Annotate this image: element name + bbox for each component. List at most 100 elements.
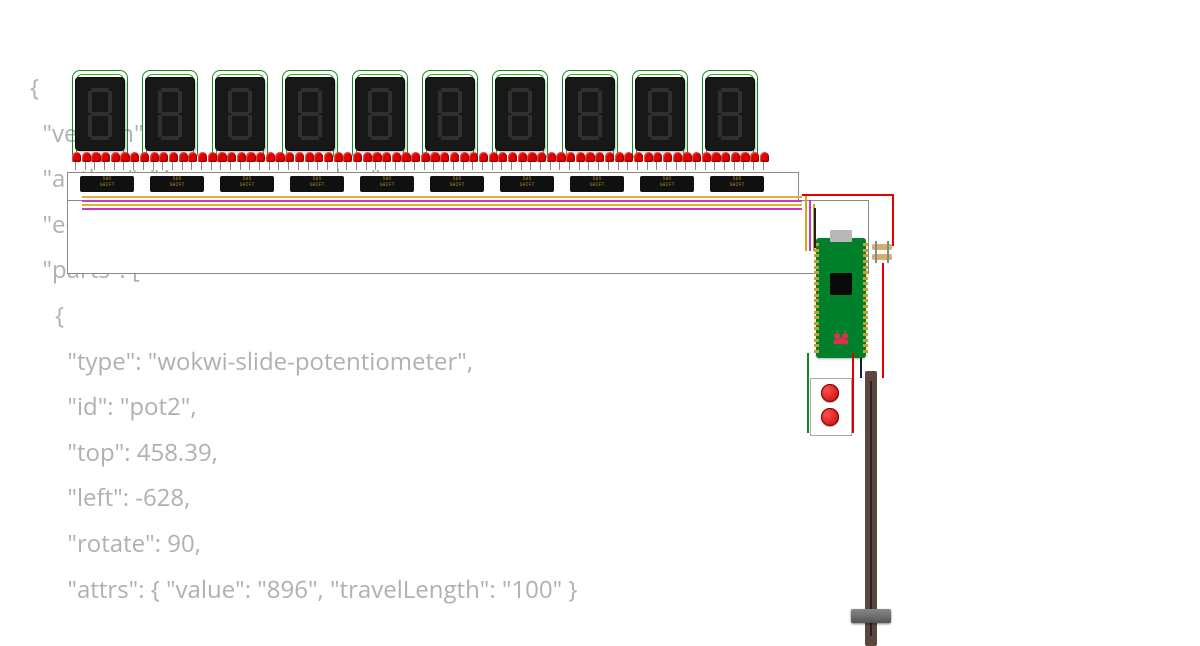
led-icon: [285, 152, 294, 162]
button-2[interactable]: [821, 408, 839, 426]
led-icon: [479, 152, 488, 162]
led-icon: [111, 152, 120, 162]
bus-wire: [82, 200, 802, 202]
led-icon: [673, 152, 682, 162]
led-icon: [353, 152, 362, 162]
led-icon: [392, 152, 401, 162]
led-icon: [372, 152, 381, 162]
led-icon: [450, 152, 459, 162]
led-icon: [150, 152, 159, 162]
shift-register-ic: 595SHIFT: [710, 176, 764, 192]
shift-register-ic: 595SHIFT: [500, 176, 554, 192]
led-icon: [430, 152, 439, 162]
led-icon: [498, 152, 507, 162]
led-icon: [556, 152, 565, 162]
led-icon: [760, 152, 769, 162]
led-icon: [624, 152, 633, 162]
led-icon: [702, 152, 711, 162]
led-icon: [256, 152, 265, 162]
vcc-wire-h: [802, 194, 894, 196]
button-wire: [807, 353, 811, 433]
led-icon: [401, 152, 410, 162]
led-icon: [663, 152, 672, 162]
led-icon: [411, 152, 420, 162]
led-icon: [237, 152, 246, 162]
led-icon: [421, 152, 430, 162]
raspberry-logo-icon: [831, 330, 851, 348]
led-icon: [721, 152, 730, 162]
led-icon: [227, 152, 236, 162]
bus-wire: [82, 196, 802, 198]
led-icon: [605, 152, 614, 162]
pico-pins-left: [814, 243, 819, 353]
led-icon: [537, 152, 546, 162]
slider-track: [870, 381, 872, 636]
led-icon: [527, 152, 536, 162]
led-icon: [566, 152, 575, 162]
led-icon: [334, 152, 343, 162]
led-icon: [489, 152, 498, 162]
led-icon: [314, 152, 323, 162]
led-icon: [731, 152, 740, 162]
led-icon: [266, 152, 275, 162]
led-icon: [615, 152, 624, 162]
button-1[interactable]: [821, 384, 839, 402]
led-icon: [634, 152, 643, 162]
led-icon: [644, 152, 653, 162]
pico-pins-right: [863, 243, 868, 353]
led-icon: [460, 152, 469, 162]
slide-potentiometer[interactable]: [865, 371, 877, 646]
led-icon: [140, 152, 149, 162]
led-icon: [159, 152, 168, 162]
shift-register-ic: 595SHIFT: [290, 176, 344, 192]
gnd-wire: [814, 208, 818, 248]
led-icon: [343, 152, 352, 162]
slider-knob[interactable]: [851, 609, 891, 623]
led-icon: [711, 152, 720, 162]
led-icon: [469, 152, 478, 162]
shift-register-ic: 595SHIFT: [640, 176, 694, 192]
led-icon: [208, 152, 217, 162]
led-icon: [547, 152, 556, 162]
led-icon: [692, 152, 701, 162]
pot-vcc-wire: [882, 263, 886, 378]
led-legs: [75, 162, 773, 170]
led-icon: [653, 152, 662, 162]
led-icon: [576, 152, 585, 162]
led-icon: [188, 152, 197, 162]
led-icon: [440, 152, 449, 162]
led-icon: [120, 152, 129, 162]
vcc-wire: [892, 196, 896, 246]
shift-register-ic: 595SHIFT: [570, 176, 624, 192]
raspberry-pi-pico: [816, 238, 866, 358]
led-icon: [72, 152, 81, 162]
led-bar: [72, 152, 770, 162]
led-icon: [382, 152, 391, 162]
led-icon: [295, 152, 304, 162]
shift-register-ic: 595SHIFT: [80, 176, 134, 192]
led-icon: [169, 152, 178, 162]
led-icon: [275, 152, 284, 162]
led-icon: [82, 152, 91, 162]
led-icon: [508, 152, 517, 162]
led-icon: [179, 152, 188, 162]
led-icon: [518, 152, 527, 162]
bus-wire: [82, 204, 802, 206]
led-icon: [217, 152, 226, 162]
led-icon: [585, 152, 594, 162]
led-icon: [198, 152, 207, 162]
led-icon: [305, 152, 314, 162]
usb-port-icon: [830, 230, 852, 242]
led-icon: [750, 152, 759, 162]
pot-gnd-wire: [860, 358, 864, 378]
shift-register-ic: 595SHIFT: [430, 176, 484, 192]
button-vcc: [852, 353, 856, 433]
led-icon: [740, 152, 749, 162]
breadboard-main: [67, 200, 869, 274]
shift-register-ic: 595SHIFT: [150, 176, 204, 192]
led-icon: [91, 152, 100, 162]
resistor-1: [872, 244, 892, 250]
led-icon: [363, 152, 372, 162]
led-icon: [101, 152, 110, 162]
resistor-2: [872, 254, 892, 260]
